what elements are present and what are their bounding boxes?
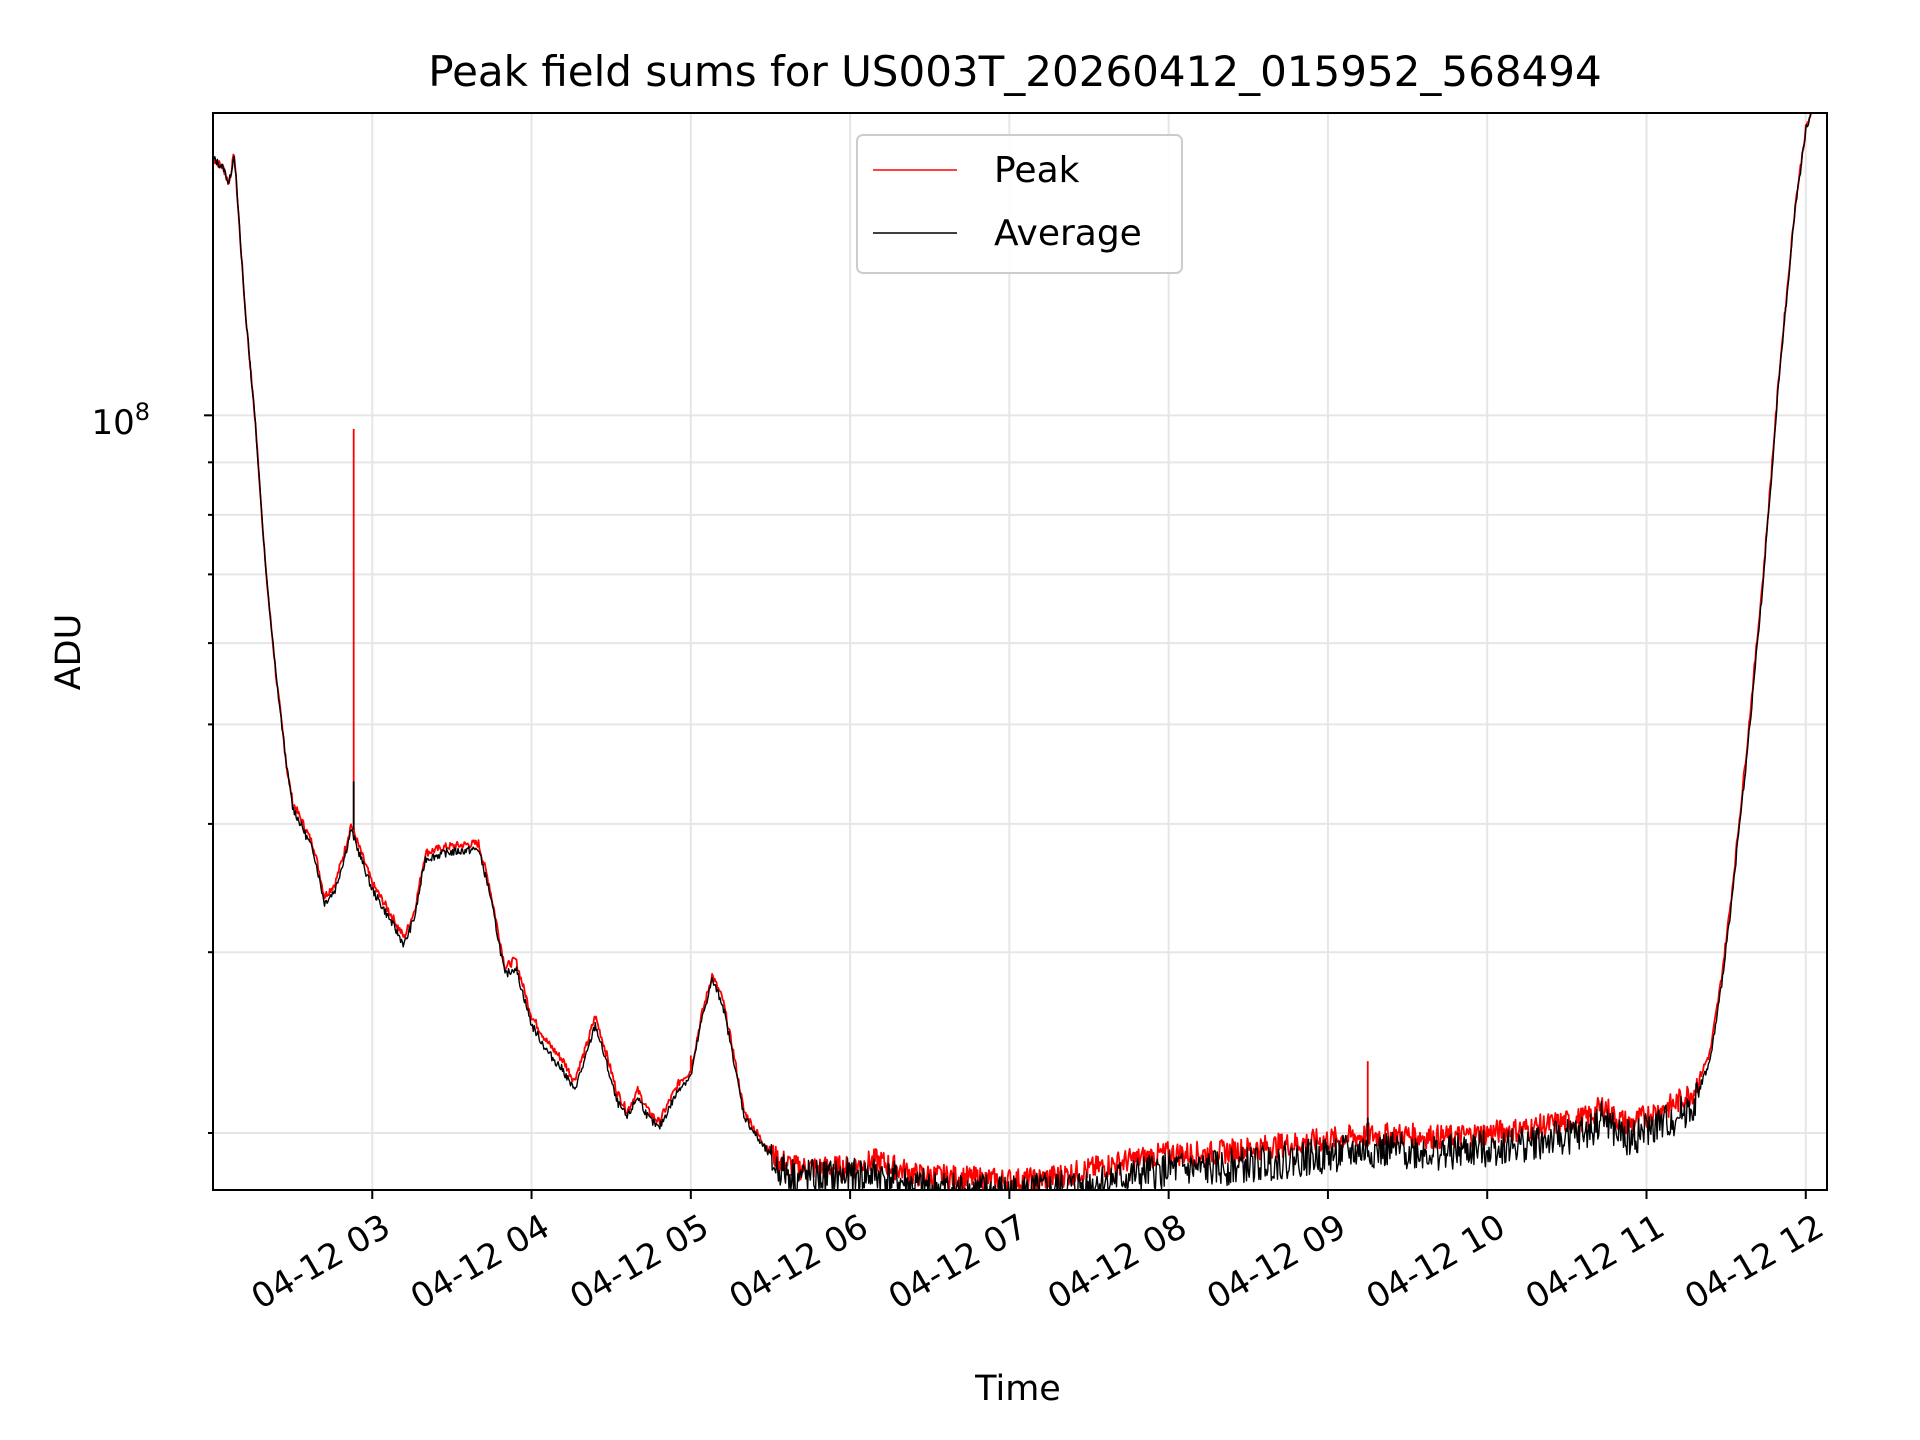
x-axis-label: Time [974, 1369, 1061, 1409]
chart-title: Peak field sums for US003T_20260412_0159… [428, 47, 1601, 96]
series-line-average [213, 113, 1812, 1190]
legend: Peak Average [856, 134, 1183, 274]
y-tick-label: 108 [91, 398, 150, 443]
y-tick-exponent: 8 [135, 398, 150, 426]
y-tick-base: 10 [91, 403, 134, 443]
y-axis-label: ADU [49, 614, 89, 691]
plot-frame [212, 112, 1828, 1191]
legend-label-average: Average [994, 213, 1142, 254]
y-axis [204, 414, 213, 1134]
grid [213, 113, 1827, 1190]
legend-label-peak: Peak [994, 150, 1080, 191]
series-layer [213, 113, 1812, 1190]
